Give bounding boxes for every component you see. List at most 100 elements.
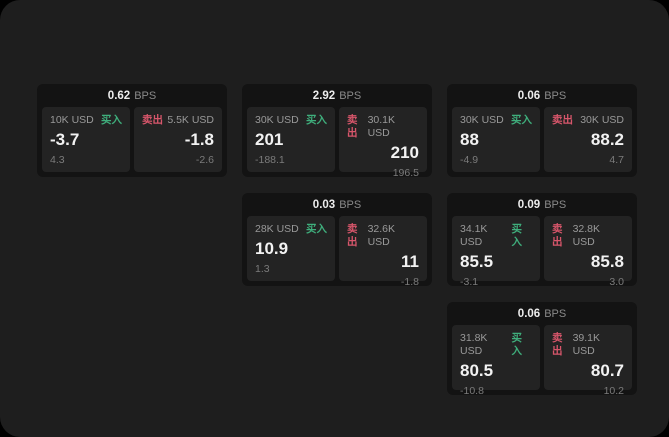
quote-panels: 30K USD 买入 88 -4.9 卖出 30K USD 88.2 4.7 (447, 107, 637, 177)
sell-price: 85.8 (590, 252, 624, 271)
quote-card: 2.92 BPS 30K USD 买入 201 -188.1 卖出 30.1K … (242, 84, 432, 177)
card-header: 0.06 BPS (447, 84, 637, 107)
buy-size: 10K USD (50, 114, 94, 126)
sell-size: 32.6K USD (367, 223, 396, 248)
buy-change: 1.3 (255, 263, 270, 275)
quote-card: 0.06 BPS 31.8K USD 买入 80.5 -10.8 卖出 39.1… (447, 302, 637, 395)
bps-unit: BPS (134, 89, 157, 102)
buy-side-label: 买入 (306, 223, 327, 235)
buy-change: -3.1 (460, 276, 479, 286)
quote-card: 0.09 BPS 34.1K USD 买入 85.5 -3.1 卖出 32.8K… (447, 193, 637, 286)
buy-price: 201 (255, 130, 284, 149)
sell-panel[interactable]: 卖出 30K USD 88.2 4.7 (544, 107, 632, 172)
card-header: 0.03 BPS (242, 193, 432, 216)
buy-price: 80.5 (460, 361, 494, 380)
quote-card: 0.06 BPS 30K USD 买入 88 -4.9 卖出 30K USD 8… (447, 84, 637, 177)
buy-panel[interactable]: 10K USD 买入 -3.7 4.3 (42, 107, 130, 172)
card-header: 2.92 BPS (242, 84, 432, 107)
cards-grid: 0.62 BPS 10K USD 买入 -3.7 4.3 卖出 5.5K USD… (37, 84, 637, 395)
quote-card: 0.03 BPS 28K USD 买入 10.9 1.3 卖出 32.6K US… (242, 193, 432, 286)
sell-panel[interactable]: 卖出 32.8K USD 85.8 3.0 (544, 216, 632, 286)
buy-size-row: 28K USD 买入 (255, 223, 327, 236)
sell-size-row: 卖出 30.1K USD (347, 114, 419, 140)
sell-change: 4.7 (609, 154, 624, 166)
sell-side-label: 卖出 (347, 223, 358, 248)
buy-size-row: 34.1K USD 买入 (460, 223, 532, 249)
quote-panels: 28K USD 买入 10.9 1.3 卖出 32.6K USD 11 -1.8 (242, 216, 432, 286)
card-header: 0.06 BPS (447, 302, 637, 325)
buy-side-label: 买入 (511, 223, 522, 248)
buy-size: 34.1K USD (460, 223, 488, 248)
sell-size-row: 卖出 32.8K USD (552, 223, 624, 249)
sell-price: 88.2 (590, 130, 624, 149)
sell-change: -1.8 (400, 276, 419, 286)
bps-unit: BPS (544, 89, 567, 102)
sell-panel[interactable]: 卖出 32.6K USD 11 -1.8 (339, 216, 427, 286)
buy-panel[interactable]: 34.1K USD 买入 85.5 -3.1 (452, 216, 540, 286)
sell-price: 80.7 (590, 361, 624, 380)
buy-change: -188.1 (255, 154, 285, 166)
sell-change: 10.2 (603, 385, 624, 395)
buy-price: 10.9 (255, 239, 289, 258)
bps-unit: BPS (339, 198, 362, 211)
buy-change: -10.8 (460, 385, 484, 395)
buy-size: 31.8K USD (460, 332, 488, 357)
sell-size-row: 卖出 39.1K USD (552, 332, 624, 358)
bps-unit: BPS (544, 198, 567, 211)
card-header: 0.62 BPS (37, 84, 227, 107)
quote-panels: 30K USD 买入 201 -188.1 卖出 30.1K USD 210 1… (242, 107, 432, 177)
sell-change: 3.0 (609, 276, 624, 286)
quote-panels: 10K USD 买入 -3.7 4.3 卖出 5.5K USD -1.8 -2.… (37, 107, 227, 177)
buy-size: 30K USD (460, 114, 504, 126)
buy-change: 4.3 (50, 154, 65, 166)
buy-panel[interactable]: 28K USD 买入 10.9 1.3 (247, 216, 335, 281)
buy-size: 30K USD (255, 114, 299, 126)
bps-value: 2.92 (312, 89, 336, 102)
sell-size: 30K USD (580, 114, 624, 126)
sell-side-label: 卖出 (552, 332, 563, 357)
buy-price: 88 (460, 130, 479, 149)
buy-size-row: 10K USD 买入 (50, 114, 122, 127)
card-header: 0.09 BPS (447, 193, 637, 216)
sell-price: 11 (401, 252, 419, 271)
sell-change: -2.6 (195, 154, 214, 166)
buy-price: -3.7 (50, 130, 80, 149)
buy-panel[interactable]: 31.8K USD 买入 80.5 -10.8 (452, 325, 540, 395)
buy-size-row: 30K USD 买入 (255, 114, 327, 127)
sell-panel[interactable]: 卖出 30.1K USD 210 196.5 (339, 107, 427, 177)
sell-side-label: 卖出 (552, 223, 563, 248)
bps-value: 0.09 (517, 198, 541, 211)
buy-panel[interactable]: 30K USD 买入 201 -188.1 (247, 107, 335, 172)
sell-panel[interactable]: 卖出 39.1K USD 80.7 10.2 (544, 325, 632, 395)
buy-side-label: 买入 (511, 114, 532, 126)
buy-side-label: 买入 (306, 114, 327, 126)
sell-size: 5.5K USD (167, 114, 214, 126)
buy-change: -4.9 (460, 154, 479, 166)
buy-size-row: 30K USD 买入 (460, 114, 532, 127)
sell-price: 210 (390, 143, 419, 162)
buy-price: 85.5 (460, 252, 494, 271)
sell-size-row: 卖出 5.5K USD (142, 114, 214, 127)
bps-value: 0.06 (517, 307, 541, 320)
bps-unit: BPS (339, 89, 362, 102)
sell-change: 196.5 (392, 167, 419, 177)
sell-size: 30.1K USD (367, 114, 396, 139)
buy-side-label: 买入 (511, 332, 522, 357)
buy-panel[interactable]: 30K USD 买入 88 -4.9 (452, 107, 540, 172)
sell-size-row: 卖出 32.6K USD (347, 223, 419, 249)
buy-size-row: 31.8K USD 买入 (460, 332, 532, 358)
sell-side-label: 卖出 (347, 114, 358, 139)
bps-value: 0.06 (517, 89, 541, 102)
sell-panel[interactable]: 卖出 5.5K USD -1.8 -2.6 (134, 107, 222, 172)
bps-unit: BPS (544, 307, 567, 320)
sell-price: -1.8 (184, 130, 214, 149)
buy-side-label: 买入 (101, 114, 122, 126)
buy-size: 28K USD (255, 223, 299, 235)
sell-size: 32.8K USD (572, 223, 601, 248)
quote-panels: 31.8K USD 买入 80.5 -10.8 卖出 39.1K USD 80.… (447, 325, 637, 395)
bps-value: 0.62 (107, 89, 131, 102)
bps-value: 0.03 (312, 198, 336, 211)
quote-card: 0.62 BPS 10K USD 买入 -3.7 4.3 卖出 5.5K USD… (37, 84, 227, 177)
sell-size-row: 卖出 30K USD (552, 114, 624, 127)
